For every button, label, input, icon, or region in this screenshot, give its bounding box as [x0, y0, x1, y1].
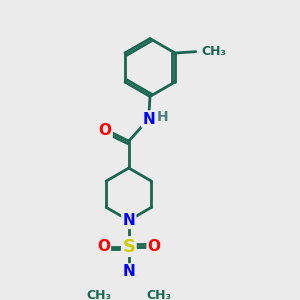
Text: CH₃: CH₃ [86, 289, 112, 300]
Text: O: O [99, 123, 112, 138]
Text: O: O [97, 239, 110, 254]
Text: H: H [157, 110, 169, 124]
Text: N: N [122, 264, 135, 279]
Text: CH₃: CH₃ [202, 45, 227, 58]
Text: CH₃: CH₃ [146, 289, 171, 300]
Text: N: N [142, 112, 155, 127]
Text: O: O [148, 239, 160, 254]
Text: N: N [122, 213, 135, 228]
Text: S: S [122, 238, 135, 256]
